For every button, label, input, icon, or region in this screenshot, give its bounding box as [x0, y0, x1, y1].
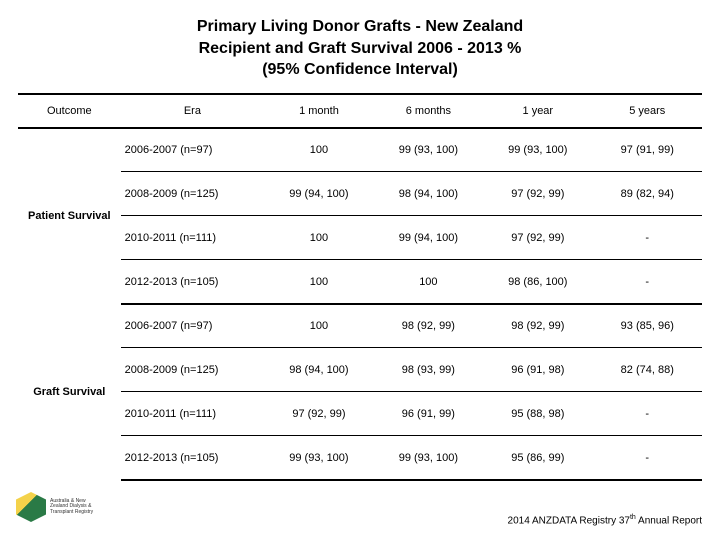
- cell-value: 98 (93, 99): [374, 348, 483, 392]
- col-era: Era: [121, 94, 265, 128]
- logo-badge-icon: [16, 492, 46, 522]
- cell-era: 2008-2009 (n=125): [121, 172, 265, 216]
- footer-prefix: 2014 ANZDATA Registry 37: [508, 515, 630, 526]
- cell-value: 95 (88, 98): [483, 392, 592, 436]
- cell-value: 100: [264, 260, 373, 304]
- cell-value: 95 (86, 99): [483, 436, 592, 480]
- outcome-label-patient: Patient Survival: [18, 128, 121, 304]
- col-5years: 5 years: [593, 94, 702, 128]
- cell-era: 2010-2011 (n=111): [121, 392, 265, 436]
- cell-value: 100: [264, 216, 373, 260]
- col-1year: 1 year: [483, 94, 592, 128]
- cell-value: 82 (74, 88): [593, 348, 702, 392]
- cell-era: 2006-2007 (n=97): [121, 128, 265, 172]
- cell-value: 100: [264, 304, 373, 348]
- cell-era: 2012-2013 (n=105): [121, 436, 265, 480]
- cell-value: 93 (85, 96): [593, 304, 702, 348]
- cell-value: 98 (94, 100): [264, 348, 373, 392]
- logo-text: Australia & New Zealand Dialysis & Trans…: [50, 499, 102, 516]
- cell-value: 99 (93, 100): [374, 436, 483, 480]
- cell-value: 99 (93, 100): [374, 128, 483, 172]
- col-outcome: Outcome: [18, 94, 121, 128]
- cell-value: 96 (91, 98): [483, 348, 592, 392]
- cell-value: -: [593, 216, 702, 260]
- col-6months: 6 months: [374, 94, 483, 128]
- cell-value: 99 (93, 100): [483, 128, 592, 172]
- cell-value: -: [593, 260, 702, 304]
- table-row: Patient Survival 2006-2007 (n=97) 100 99…: [18, 128, 702, 172]
- cell-value: 98 (92, 99): [374, 304, 483, 348]
- cell-value: 97 (92, 99): [483, 216, 592, 260]
- table-row: 2010-2011 (n=111) 100 99 (94, 100) 97 (9…: [18, 216, 702, 260]
- cell-value: 98 (86, 100): [483, 260, 592, 304]
- cell-value: 97 (92, 99): [264, 392, 373, 436]
- col-1month: 1 month: [264, 94, 373, 128]
- cell-value: 98 (92, 99): [483, 304, 592, 348]
- footer-suffix: Annual Report: [636, 515, 702, 526]
- anzdata-logo: Australia & New Zealand Dialysis & Trans…: [16, 486, 102, 528]
- cell-value: 99 (94, 100): [374, 216, 483, 260]
- title-line-1: Primary Living Donor Grafts - New Zealan…: [197, 18, 523, 35]
- cell-value: 100: [264, 128, 373, 172]
- title-line-2: Recipient and Graft Survival 2006 - 2013…: [199, 40, 522, 57]
- cell-era: 2012-2013 (n=105): [121, 260, 265, 304]
- cell-value: -: [593, 392, 702, 436]
- table-row: 2012-2013 (n=105) 100 100 98 (86, 100) -: [18, 260, 702, 304]
- cell-era: 2010-2011 (n=111): [121, 216, 265, 260]
- cell-value: 99 (93, 100): [264, 436, 373, 480]
- cell-era: 2008-2009 (n=125): [121, 348, 265, 392]
- outcome-label-graft: Graft Survival: [18, 304, 121, 480]
- cell-era: 2006-2007 (n=97): [121, 304, 265, 348]
- slide-title: Primary Living Donor Grafts - New Zealan…: [18, 16, 702, 81]
- cell-value: 96 (91, 99): [374, 392, 483, 436]
- table-row: 2008-2009 (n=125) 98 (94, 100) 98 (93, 9…: [18, 348, 702, 392]
- title-line-3: (95% Confidence Interval): [262, 61, 458, 78]
- table-row: 2010-2011 (n=111) 97 (92, 99) 96 (91, 99…: [18, 392, 702, 436]
- cell-value: 97 (91, 99): [593, 128, 702, 172]
- survival-table: Outcome Era 1 month 6 months 1 year 5 ye…: [18, 93, 702, 481]
- table-row: Graft Survival 2006-2007 (n=97) 100 98 (…: [18, 304, 702, 348]
- footer: 2014 ANZDATA Registry 37th Annual Report: [508, 514, 702, 526]
- cell-value: -: [593, 436, 702, 480]
- cell-value: 98 (94, 100): [374, 172, 483, 216]
- cell-value: 89 (82, 94): [593, 172, 702, 216]
- slide: Primary Living Donor Grafts - New Zealan…: [0, 0, 720, 540]
- table-row: 2012-2013 (n=105) 99 (93, 100) 99 (93, 1…: [18, 436, 702, 480]
- table-header-row: Outcome Era 1 month 6 months 1 year 5 ye…: [18, 94, 702, 128]
- table-row: 2008-2009 (n=125) 99 (94, 100) 98 (94, 1…: [18, 172, 702, 216]
- cell-value: 97 (92, 99): [483, 172, 592, 216]
- table-body: Patient Survival 2006-2007 (n=97) 100 99…: [18, 128, 702, 480]
- cell-value: 99 (94, 100): [264, 172, 373, 216]
- cell-value: 100: [374, 260, 483, 304]
